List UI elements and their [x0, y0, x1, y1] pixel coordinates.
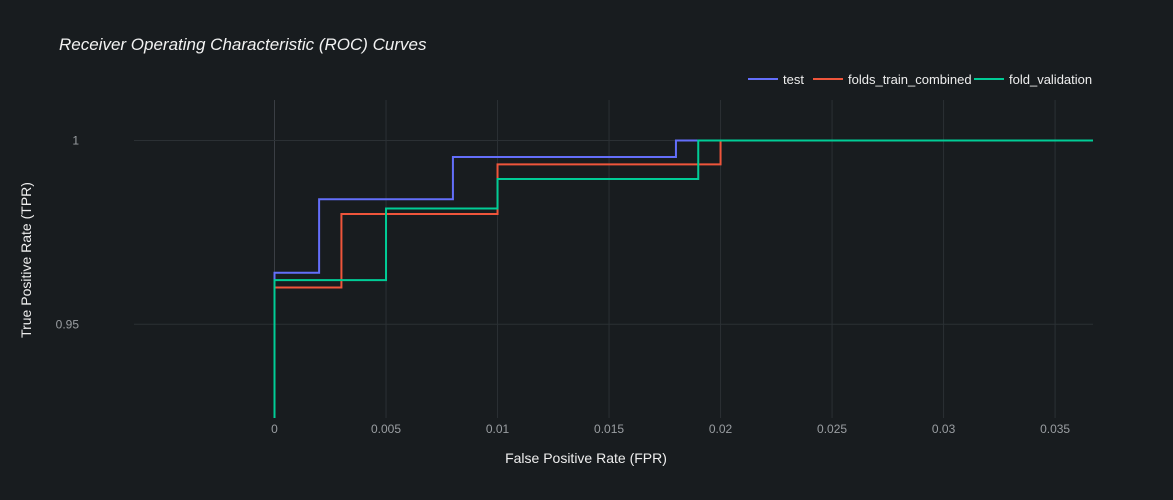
legend-item-folds-train-combined[interactable]: folds_train_combined — [813, 72, 972, 87]
x-tick-label: 0.035 — [1040, 422, 1070, 436]
series-line-fold-validation[interactable] — [273, 139, 1093, 418]
legend-item-fold-validation[interactable]: fold_validation — [974, 72, 1092, 87]
x-tick-labels: 0 0.005 0.01 0.015 0.02 0.025 0.03 0.035 — [271, 422, 1070, 436]
x-tick-label: 0.025 — [817, 422, 847, 436]
chart-title: Receiver Operating Characteristic (ROC) … — [59, 35, 427, 54]
legend-item-test[interactable]: test — [748, 72, 804, 87]
y-tick-label: 1 — [72, 133, 79, 147]
series-line-folds-train-combined[interactable] — [273, 139, 1093, 306]
x-tick-label: 0.01 — [486, 422, 510, 436]
x-tick-label: 0.02 — [709, 422, 733, 436]
x-tick-label: 0.03 — [932, 422, 956, 436]
series-lines — [273, 139, 1093, 418]
x-tick-label: 0.015 — [594, 422, 624, 436]
y-axis-label: True Positive Rate (TPR) — [18, 182, 34, 338]
x-axis-label: False Positive Rate (FPR) — [505, 450, 667, 466]
y-tick-label: 0.95 — [56, 317, 80, 331]
legend-label: folds_train_combined — [848, 72, 972, 87]
legend-label: fold_validation — [1009, 72, 1092, 87]
x-tick-label: 0.005 — [371, 422, 401, 436]
legend[interactable]: test folds_train_combined fold_validation — [748, 72, 1092, 87]
legend-label: test — [783, 72, 804, 87]
series-line-test[interactable] — [273, 139, 1093, 281]
y-tick-labels: 0.95 1 — [56, 133, 80, 331]
x-tick-label: 0 — [271, 422, 278, 436]
